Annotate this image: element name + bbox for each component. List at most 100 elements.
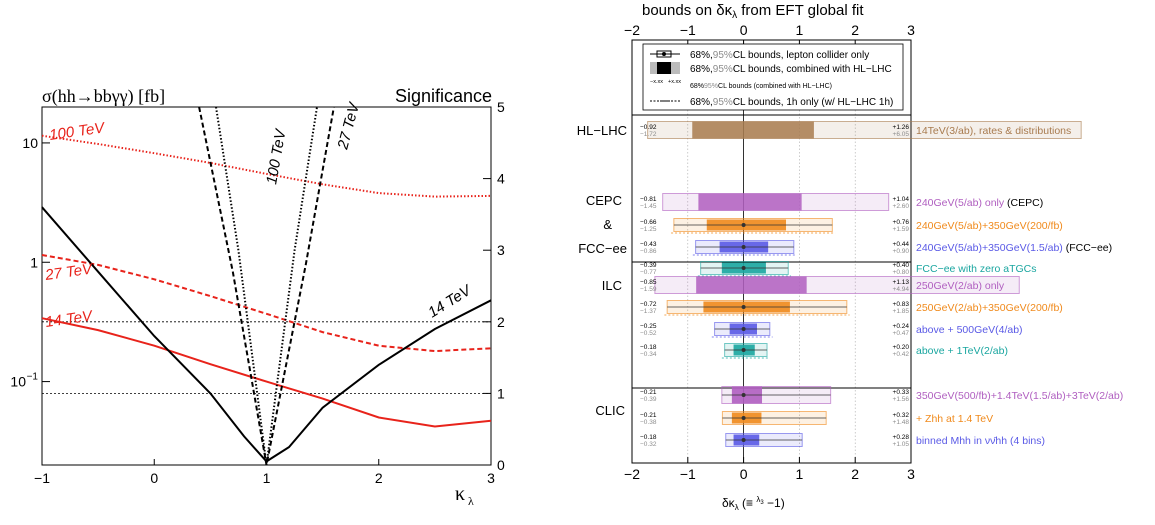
left-xlabel-sub: λ [468, 494, 474, 508]
row-label: binned Mhh in νν̄hh (4 bins) [916, 435, 1045, 447]
bound-hi95-label: +6.05 [893, 131, 910, 138]
bound-hi95-label: +0.80 [893, 269, 910, 276]
group-label-hl-lhc: HL−LHC [577, 123, 627, 138]
row-label: + Zhh at 1.4 TeV [916, 413, 993, 425]
right-ticks: −2 −2 −1 −1 0 0 1 1 2 2 3 3 HL−LHC CEPC & FCC−ee ILC CLIC [577, 22, 915, 482]
central-point [741, 438, 746, 442]
y-left-tick-label: 10 [10, 374, 26, 390]
x-tick-label-bottom: 2 [851, 466, 859, 482]
legend-entry-2: 68%,95%CL bounds, combined with HL−LHC [690, 64, 892, 75]
bound-68-bar [698, 193, 802, 211]
bound-hi68-label: +0.40 [893, 262, 910, 269]
group-label-ilc: ILC [602, 278, 622, 293]
central-point [741, 327, 746, 331]
bound-hi95-label: +1.59 [893, 226, 910, 233]
legend-sample-box [656, 50, 672, 58]
central-point [741, 223, 746, 227]
significance-14-tev-line [41, 206, 492, 463]
bound-lo68-label: −0.25 [640, 323, 657, 330]
bound-hi68-label: +1.13 [893, 279, 910, 286]
group-label-fcc-ee: FCC−ee [578, 241, 627, 256]
bound-lo95-label: −0.86 [640, 248, 657, 255]
right-marks: −0.92−1.72 +1.26+6.05 14TeV(3/ab), rates &… [632, 40, 1123, 463]
x-tick-label-bottom: −1 [680, 466, 696, 482]
bound-lo68-label: −0.92 [640, 124, 657, 131]
bound-hi95-label: +1.56 [893, 396, 910, 403]
bound-lo95-label: −1.45 [640, 203, 657, 210]
bound-hi68-label: +0.28 [893, 434, 910, 441]
row-label: 240GeV(5/ab)+350GeV(200/fb) [916, 220, 1063, 232]
y-right-tick-label: 5 [497, 99, 505, 115]
bound-hi95-label: +2.60 [893, 203, 910, 210]
x-tick-label-top: 2 [851, 22, 859, 38]
bound-hi68-label: +0.24 [893, 323, 910, 330]
bound-hi95-label: +4.94 [893, 286, 910, 293]
label-sigma-27tev: 27 TeV [43, 260, 95, 284]
row-label: above + 1TeV(2/ab) [916, 345, 1008, 357]
row-label: above + 500GeV(4/ab) [916, 324, 1023, 336]
bound-hi68-label: +0.44 [893, 241, 910, 248]
y-left-tick-label: 10 [22, 135, 38, 151]
y-right-tick-label: 2 [497, 314, 505, 330]
legend-sample-neg: −x.xx [650, 79, 663, 85]
cross-section-14-tev-line [41, 317, 492, 428]
y-right-tick-label: 4 [497, 171, 505, 187]
legend-sample-pos: +x.xx [668, 79, 681, 85]
group-label-and: & [603, 217, 612, 232]
right-plot-frame [631, 39, 912, 464]
bound-lo95-label: −1.37 [640, 308, 657, 315]
central-point [741, 305, 746, 309]
legend-entry-4: 68%,95%CL bounds, 1h only (w/ HL−LHC 1h) [690, 97, 893, 108]
bound-lo68-label: −0.81 [640, 196, 657, 203]
row-label: 14TeV(3/ab), rates & distributions [916, 125, 1071, 137]
bound-lo68-label: −0.85 [640, 279, 657, 286]
central-point [741, 348, 746, 352]
bound-hi68-label: +0.83 [893, 301, 910, 308]
bound-lo68-label: −0.39 [640, 262, 657, 269]
x-tick-label-top: 1 [796, 22, 804, 38]
bound-lo68-label: −0.21 [640, 389, 657, 396]
group-label-clic: CLIC [595, 403, 625, 418]
cross-section-27-tev-line [41, 254, 492, 353]
bound-lo95-label: −1.59 [640, 286, 657, 293]
legend-sample-inner [657, 62, 671, 74]
y-right-tick-label: 1 [497, 385, 505, 401]
group-label-cepc: CEPC [586, 193, 622, 208]
y-left-tick-label: 1 [30, 254, 38, 270]
x-tick-label-top: −2 [624, 22, 640, 38]
central-point [741, 416, 746, 420]
bound-lo68-label: −0.18 [640, 344, 657, 351]
x-tick-label-bottom: 1 [796, 466, 804, 482]
legend: −x.xx +x.xx 68%,95%CL bounds, lepton colli… [642, 43, 904, 111]
row-label: 240GeV(5/ab) only (CEPC) [916, 197, 1043, 209]
legend-sample-point [662, 52, 666, 56]
row-label: 240GeV(5/ab)+350GeV(1.5/ab) (FCC−ee) [916, 242, 1112, 254]
y-right-tick-label: 3 [497, 242, 505, 258]
bound-68-bar [696, 276, 807, 294]
left-xlabel: κ [455, 483, 465, 505]
x-tick-label-top: 3 [907, 22, 915, 38]
bound-lo95-label: −0.52 [640, 330, 657, 337]
x-tick-label: 0 [150, 470, 158, 486]
bound-lo68-label: −0.43 [640, 241, 657, 248]
label-sigma-14tev: 14 TeV [44, 307, 95, 331]
bound-lo95-label: −1.72 [640, 131, 657, 138]
bound-lo68-label: −0.18 [640, 434, 657, 441]
left-chart: σ(hh→bbγγ) [fb] Significance 100 TeV 27 T… [10, 86, 505, 508]
cross-section-100-tev-line [41, 134, 492, 198]
central-point [741, 245, 746, 249]
bound-lo95-label: −0.39 [640, 396, 657, 403]
x-tick-label-top: −1 [680, 22, 696, 38]
bound-lo95-label: −0.38 [640, 419, 657, 426]
bound-hi95-label: +0.42 [893, 351, 910, 358]
bound-hi95-label: +1.05 [893, 441, 910, 448]
left-title: σ(hh→bbγγ) [fb] [42, 86, 165, 107]
x-tick-label-bottom: 3 [907, 466, 915, 482]
central-point [741, 393, 746, 397]
x-tick-label-bottom: 0 [740, 466, 748, 482]
bound-lo68-label: −0.21 [640, 412, 657, 419]
right-xlabel: δκλ (≡ λ3 −1) [722, 495, 785, 512]
row-label: FCC−ee with zero aTGCs [916, 263, 1037, 275]
y-right-tick-label: 0 [497, 457, 505, 473]
